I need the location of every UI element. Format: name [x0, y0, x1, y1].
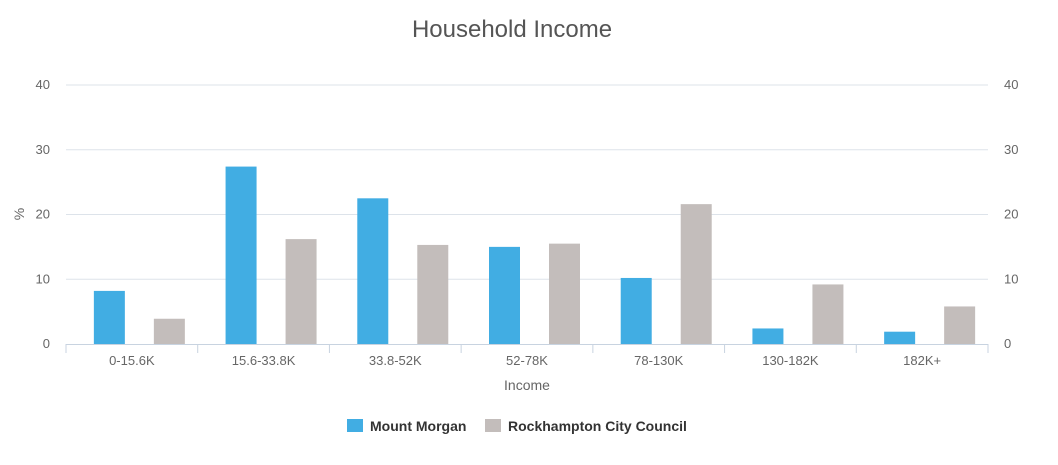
y-tick-label-left: 0	[43, 336, 50, 351]
bar-mount-morgan[interactable]	[884, 331, 916, 344]
legend-swatch	[485, 419, 501, 432]
bar-mount-morgan[interactable]	[620, 277, 652, 344]
gridlines	[66, 84, 988, 280]
x-axis-title: Income	[504, 377, 550, 393]
bar-rockhampton-city-council[interactable]	[153, 318, 185, 344]
y-tick-label-left: 20	[36, 207, 50, 222]
y-axis-left: 0 10 20 30 40	[36, 77, 50, 351]
legend-item-mount-morgan[interactable]: Mount Morgan	[347, 418, 466, 434]
y-tick-label-right: 20	[1004, 207, 1018, 222]
bar-mount-morgan[interactable]	[225, 166, 257, 344]
bars	[93, 166, 976, 344]
bar-rockhampton-city-council[interactable]	[944, 306, 976, 344]
y-tick-label-right: 30	[1004, 142, 1018, 157]
y-tick-label-left: 40	[36, 77, 50, 92]
y-axis-title: %	[11, 208, 27, 220]
bar-rockhampton-city-council[interactable]	[680, 204, 712, 344]
bar-mount-morgan[interactable]	[357, 198, 389, 344]
y-tick-label-right: 40	[1004, 77, 1018, 92]
y-tick-label-right: 10	[1004, 271, 1018, 286]
bar-rockhampton-city-council[interactable]	[812, 284, 844, 344]
legend-swatch	[347, 419, 363, 432]
chart-title: Household Income	[412, 16, 612, 43]
y-tick-label-right: 0	[1004, 336, 1011, 351]
legend-label: Mount Morgan	[370, 418, 466, 434]
bar-mount-morgan[interactable]	[752, 328, 784, 344]
bar-rockhampton-city-council[interactable]	[417, 244, 449, 344]
y-tick-label-left: 30	[36, 142, 50, 157]
x-axis: 0-15.6K 15.6-33.8K 33.8-52K 52-78K 78-130K 13…	[65, 344, 989, 368]
legend-item-rockhampton-city-council[interactable]: Rockhampton City Council	[485, 418, 687, 434]
y-axis-right: 0 10 20 30 40	[1004, 77, 1018, 351]
x-tick-label: 33.8-52K	[369, 353, 422, 368]
legend-label: Rockhampton City Council	[508, 418, 687, 434]
bar-rockhampton-city-council[interactable]	[549, 243, 580, 344]
x-tick-label: 0-15.6K	[109, 353, 155, 368]
bar-rockhampton-city-council[interactable]	[285, 239, 317, 344]
x-tick-label: 78-130K	[634, 353, 683, 368]
legend[interactable]: Mount Morgan Rockhampton City Council	[347, 418, 687, 434]
bar-mount-morgan[interactable]	[489, 246, 520, 344]
x-tick-label: 182K+	[903, 353, 941, 368]
y-tick-label-left: 10	[36, 271, 50, 286]
x-tick-label: 15.6-33.8K	[232, 353, 296, 368]
x-tick-label: 130-182K	[762, 353, 819, 368]
bar-mount-morgan[interactable]	[93, 290, 125, 344]
x-tick-label: 52-78K	[506, 353, 548, 368]
